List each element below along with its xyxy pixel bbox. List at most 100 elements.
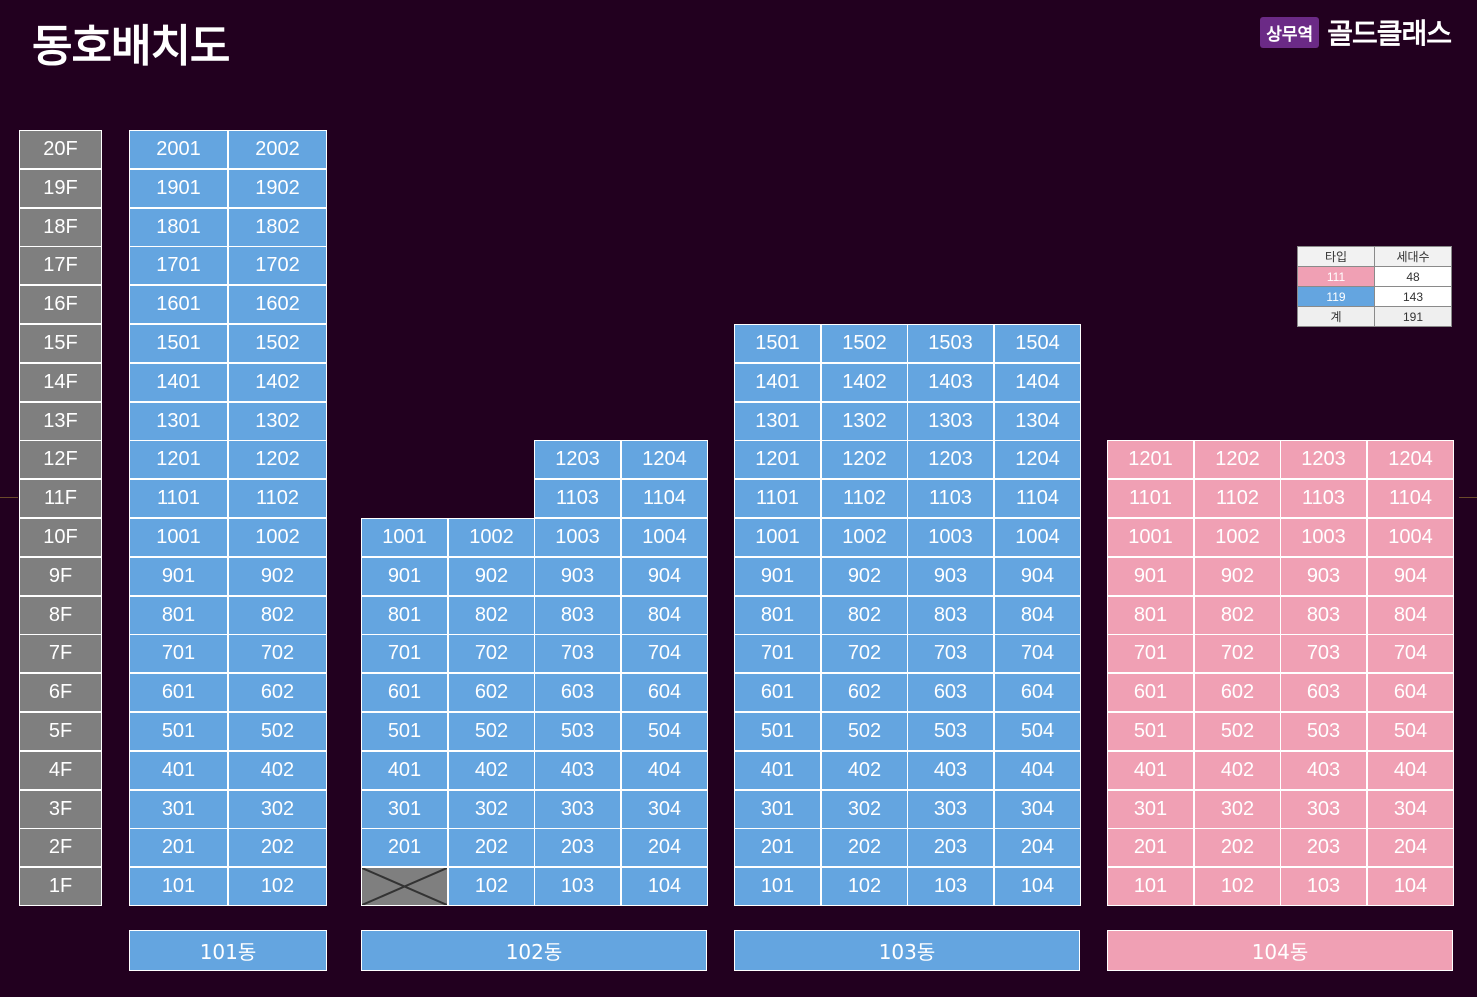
unit-cell: 604 xyxy=(1367,673,1454,712)
unit-cell: 404 xyxy=(1367,751,1454,790)
unit-cell: 1302 xyxy=(228,402,327,441)
unit-cell: 1701 xyxy=(129,246,228,285)
floor-label: 3F xyxy=(19,790,102,829)
unit-cell: 504 xyxy=(1367,712,1454,751)
unit-cell: 704 xyxy=(621,634,708,673)
unit-cell: 301 xyxy=(361,790,448,829)
unit-cell: 504 xyxy=(621,712,708,751)
unit-cell: 1004 xyxy=(621,518,708,557)
unit-cell: 904 xyxy=(994,557,1081,596)
unit-cell: 201 xyxy=(734,828,821,867)
unit-cell: 1204 xyxy=(1367,440,1454,479)
unit-cell: 701 xyxy=(361,634,448,673)
unit-cell: 402 xyxy=(821,751,908,790)
unit-cell: 1204 xyxy=(994,440,1081,479)
legend-type-111: 111 xyxy=(1297,266,1375,287)
unit-cell: 1004 xyxy=(994,518,1081,557)
unit-cell: 503 xyxy=(1280,712,1367,751)
unit-cell: 603 xyxy=(907,673,994,712)
unit-cell: 901 xyxy=(734,557,821,596)
unit-cell: 1402 xyxy=(821,363,908,402)
unit-cell: 2002 xyxy=(228,130,327,169)
unit-cell: 1102 xyxy=(228,479,327,518)
unit-cell: 604 xyxy=(994,673,1081,712)
unit-cell: 202 xyxy=(821,828,908,867)
building-label-102: 102동 xyxy=(361,930,707,971)
unit-cell: 401 xyxy=(734,751,821,790)
unit-cell: 1003 xyxy=(907,518,994,557)
cross-mark-icon xyxy=(362,868,447,905)
unit-cell: 102 xyxy=(821,867,908,906)
unit-cell: 502 xyxy=(1194,712,1281,751)
unit-cell: 403 xyxy=(907,751,994,790)
unavailable-unit-cell xyxy=(361,867,448,906)
unit-cell: 1104 xyxy=(1367,479,1454,518)
building-label-101: 101동 xyxy=(129,930,327,971)
floor-label: 18F xyxy=(19,208,102,247)
unit-cell: 302 xyxy=(448,790,535,829)
unit-cell: 901 xyxy=(361,557,448,596)
unit-cell: 602 xyxy=(1194,673,1281,712)
unit-cell: 302 xyxy=(228,790,327,829)
unit-cell: 1101 xyxy=(734,479,821,518)
unit-cell: 301 xyxy=(1107,790,1194,829)
unit-cell: 802 xyxy=(1194,596,1281,635)
unit-cell: 1504 xyxy=(994,324,1081,363)
unit-cell: 701 xyxy=(734,634,821,673)
unit-cell: 1003 xyxy=(534,518,621,557)
unit-cell: 201 xyxy=(1107,828,1194,867)
unit-cell: 902 xyxy=(1194,557,1281,596)
floor-label: 4F xyxy=(19,751,102,790)
unit-cell: 203 xyxy=(1280,828,1367,867)
legend-type-119: 119 xyxy=(1297,286,1375,307)
brand-name: 골드클래스 xyxy=(1327,17,1452,50)
unit-cell: 701 xyxy=(129,634,228,673)
legend-count-119: 143 xyxy=(1374,286,1452,307)
unit-cell: 204 xyxy=(994,828,1081,867)
unit-cell: 502 xyxy=(228,712,327,751)
unit-cell: 601 xyxy=(734,673,821,712)
unit-cell: 601 xyxy=(129,673,228,712)
unit-cell: 304 xyxy=(1367,790,1454,829)
floor-label: 5F xyxy=(19,712,102,751)
unit-cell: 1202 xyxy=(1194,440,1281,479)
unit-cell: 501 xyxy=(361,712,448,751)
unit-cell: 1202 xyxy=(821,440,908,479)
unit-cell: 101 xyxy=(129,867,228,906)
floor-label: 12F xyxy=(19,440,102,479)
building-label-104: 104동 xyxy=(1107,930,1453,971)
unit-cell: 301 xyxy=(129,790,228,829)
unit-cell: 401 xyxy=(129,751,228,790)
unit-cell: 1103 xyxy=(1280,479,1367,518)
unit-cell: 102 xyxy=(228,867,327,906)
unit-cell: 503 xyxy=(907,712,994,751)
unit-cell: 103 xyxy=(1280,867,1367,906)
unit-cell: 502 xyxy=(821,712,908,751)
unit-cell: 804 xyxy=(621,596,708,635)
unit-cell: 504 xyxy=(994,712,1081,751)
unit-cell: 1301 xyxy=(129,402,228,441)
unit-cell: 803 xyxy=(534,596,621,635)
unit-cell: 502 xyxy=(448,712,535,751)
floor-label: 1F xyxy=(19,867,102,906)
unit-cell: 1101 xyxy=(1107,479,1194,518)
unit-cell: 801 xyxy=(734,596,821,635)
unit-cell: 1902 xyxy=(228,169,327,208)
unit-cell: 703 xyxy=(1280,634,1367,673)
unit-cell: 803 xyxy=(907,596,994,635)
unit-cell: 402 xyxy=(1194,751,1281,790)
unit-cell: 902 xyxy=(448,557,535,596)
unit-cell: 104 xyxy=(994,867,1081,906)
brand-badge: 상무역 xyxy=(1260,16,1320,48)
unit-cell: 1501 xyxy=(734,324,821,363)
unit-cell: 402 xyxy=(448,751,535,790)
unit-cell: 601 xyxy=(361,673,448,712)
unit-cell: 501 xyxy=(734,712,821,751)
unit-cell: 1801 xyxy=(129,208,228,247)
unit-cell: 303 xyxy=(1280,790,1367,829)
floor-label: 14F xyxy=(19,363,102,402)
unit-cell: 1003 xyxy=(1280,518,1367,557)
unit-cell: 1602 xyxy=(228,285,327,324)
unit-cell: 704 xyxy=(1367,634,1454,673)
unit-cell: 1802 xyxy=(228,208,327,247)
